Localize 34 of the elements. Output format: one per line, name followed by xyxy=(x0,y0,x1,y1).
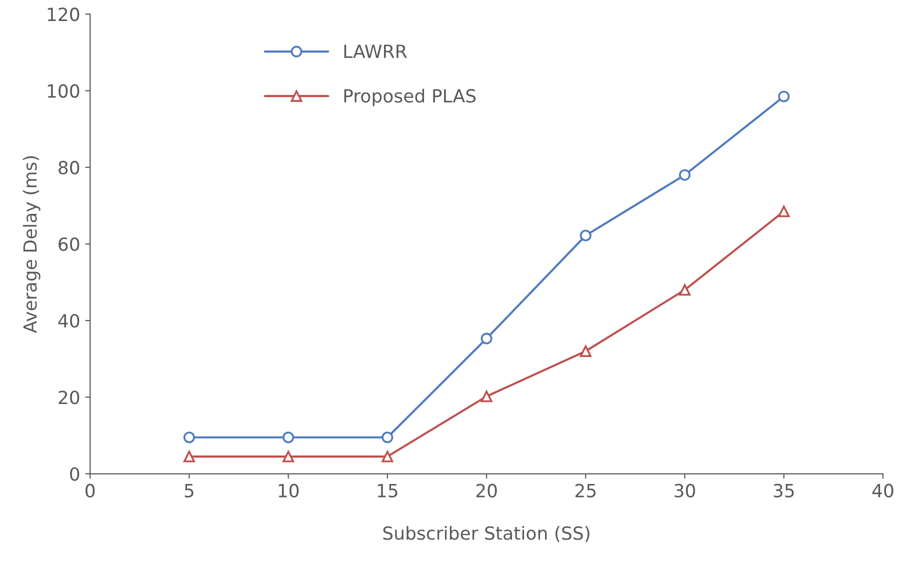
y-tick-label: 120 xyxy=(48,8,80,22)
point xyxy=(480,332,492,344)
legend-label: Proposed PLAS xyxy=(344,88,476,106)
point xyxy=(282,450,294,462)
x-tick-label: 30 xyxy=(674,484,696,498)
point xyxy=(183,450,195,462)
point xyxy=(480,390,492,402)
point xyxy=(580,345,592,357)
legend-label: LAWRR xyxy=(344,44,407,58)
point xyxy=(580,230,592,242)
x-tick-label: 10 xyxy=(278,484,299,498)
point xyxy=(282,432,294,444)
y-tick-label: 60 xyxy=(58,237,80,252)
x-tick-label: 5 xyxy=(184,484,194,498)
x-tick-label: 25 xyxy=(575,484,596,498)
point xyxy=(678,284,691,296)
x-tick-label: 40 xyxy=(872,484,894,498)
x-tick-label: 15 xyxy=(378,484,398,498)
point xyxy=(183,432,195,444)
x-tick-label: 0 xyxy=(86,484,95,498)
x-tick-label: 20 xyxy=(476,484,497,498)
y-tick-label: 100 xyxy=(48,84,80,98)
y-tick-label: 80 xyxy=(58,160,80,174)
point xyxy=(382,432,394,444)
point xyxy=(778,206,790,218)
point xyxy=(678,169,691,181)
x-axis-title: Subscriber Station (SS) xyxy=(383,526,590,542)
y-tick-label: 40 xyxy=(58,314,80,328)
point xyxy=(778,90,790,102)
y-tick-label: 20 xyxy=(58,390,80,404)
y-tick-label: 0 xyxy=(70,467,80,481)
y-axis-title: Average Delay (ms) xyxy=(22,156,40,334)
x-tick-label: 35 xyxy=(774,484,794,498)
point xyxy=(382,450,394,462)
